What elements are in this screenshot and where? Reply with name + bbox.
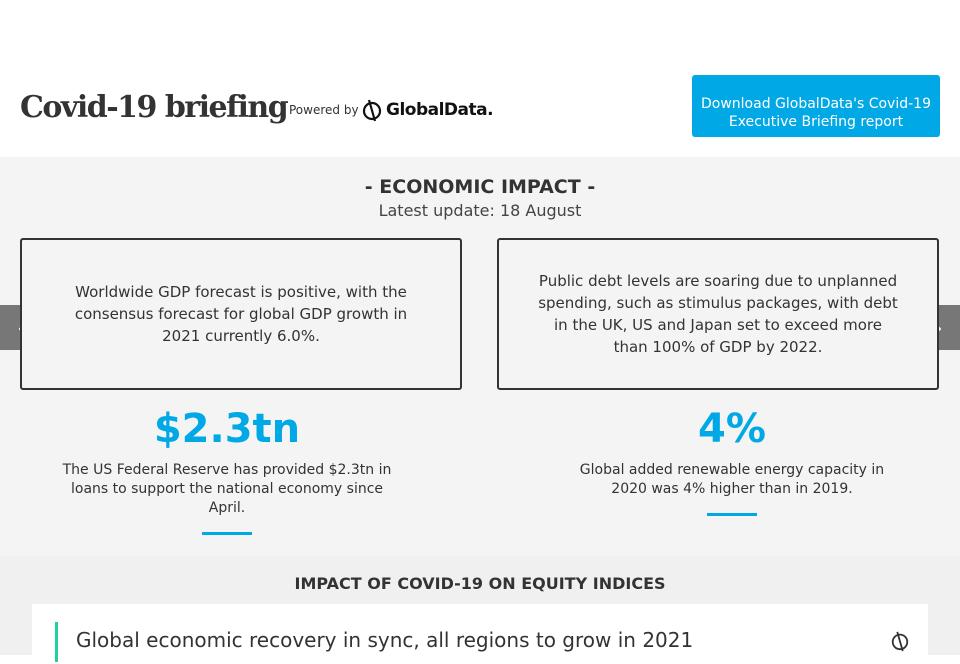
info-card: Worldwide GDP forecast is positive, with… — [20, 238, 462, 390]
globaldata-logo-icon — [362, 99, 382, 122]
brand-name: GlobalData. — [386, 100, 494, 120]
site-header: Covid-19 briefing Powered by GlobalData.… — [0, 0, 960, 157]
accent-divider — [202, 532, 252, 535]
panel-title: Global economic recovery in sync, all re… — [76, 628, 694, 652]
stat-description: The US Federal Reserve has provided $2.3… — [62, 462, 392, 516]
page-title: Covid-19 briefing — [20, 90, 289, 125]
globaldata-icon — [891, 631, 909, 652]
download-report-button[interactable]: Download GlobalData's Covid-19 Executive… — [692, 75, 940, 137]
accent-line — [55, 622, 58, 662]
section-heading: - ECONOMIC IMPACT - — [364, 176, 596, 198]
economic-impact-section: - ECONOMIC IMPACT - Latest update: 18 Au… — [0, 157, 960, 556]
stat-block: $2.3tn The US Federal Reserve has provid… — [6, 403, 448, 535]
stat-value: 4% — [698, 406, 766, 452]
stat-description: Global added renewable energy capacity i… — [579, 462, 885, 497]
equity-section: IMPACT OF COVID-19 ON EQUITY INDICES Glo… — [0, 556, 960, 664]
globaldata-logo[interactable]: GlobalData. — [361, 98, 494, 122]
chart-panel: Global economic recovery in sync, all re… — [32, 604, 928, 664]
section-heading: IMPACT OF COVID-19 ON EQUITY INDICES — [294, 574, 666, 593]
powered-by-label: Powered by — [289, 103, 359, 117]
accent-divider — [707, 513, 757, 516]
stat-block: 4% Global added renewable energy capacit… — [511, 403, 953, 516]
stat-value: $2.3tn — [153, 406, 301, 452]
latest-update: Latest update: 18 August — [378, 201, 582, 220]
info-card: Public debt levels are soaring due to un… — [497, 238, 939, 390]
